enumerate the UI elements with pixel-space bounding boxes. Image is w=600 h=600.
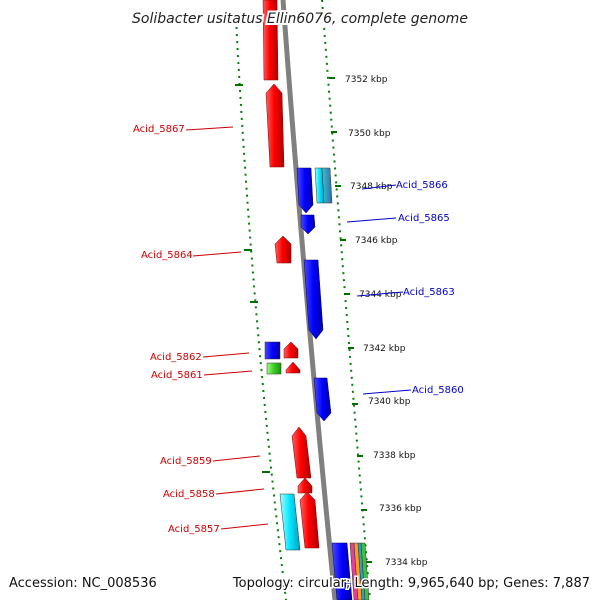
- reverse-label-connectors: [346, 184, 412, 395]
- gene-block-acid-5866[interactable]: [296, 167, 314, 214]
- gene-label-acid-5861[interactable]: Acid_5861: [151, 370, 203, 381]
- outer-other-genes: [314, 167, 370, 600]
- gene-label-acid-5866[interactable]: Acid_5866: [396, 180, 448, 191]
- forward-strand-genes: [262, 0, 320, 549]
- gene-block-acid-5863[interactable]: [303, 259, 324, 340]
- gene-label-acid-5859[interactable]: Acid_5859: [160, 456, 212, 467]
- kbp-label-7336: 7336 kbp: [379, 504, 422, 514]
- gene-block-blue-small[interactable]: [264, 341, 281, 360]
- gene-label-acid-5860[interactable]: Acid_5860: [412, 385, 464, 396]
- gene-block-acid-5864[interactable]: [274, 235, 292, 264]
- gene-label-acid-5867[interactable]: Acid_5867: [133, 124, 185, 135]
- kbp-label-7352: 7352 kbp: [345, 75, 388, 85]
- accession-text: Accession: NC_008536: [9, 576, 157, 591]
- gene-block-stripe-orange[interactable]: [353, 542, 363, 600]
- gene-block-stripe-magenta[interactable]: [349, 542, 359, 600]
- gene-label-acid-5858[interactable]: Acid_5858: [163, 489, 215, 500]
- kbp-label-7334: 7334 kbp: [385, 558, 428, 568]
- inner-other-genes: [264, 341, 301, 551]
- reverse-strand-genes: [296, 167, 353, 600]
- page-title: Solibacter usitatus Ellin6076, complete …: [132, 11, 468, 27]
- gene-block-acid-5857[interactable]: [299, 491, 320, 549]
- gene-block-acid-5867[interactable]: [265, 83, 285, 168]
- kbp-label-7350: 7350 kbp: [348, 129, 391, 139]
- outer-tick-marks: [327, 22, 372, 563]
- gene-block-stripe-teal[interactable]: [357, 542, 366, 600]
- reverse-gene-labels: Acid_5866 Acid_5865 Acid_5863 Acid_5860: [396, 180, 464, 396]
- gene-block-acid-5859[interactable]: [291, 426, 312, 479]
- gene-block-top-forward[interactable]: [262, 0, 279, 81]
- gene-block-acid-5862[interactable]: [283, 341, 299, 359]
- outer-dotted-ring: [321, 0, 371, 600]
- gene-block-bottom-reverse[interactable]: [331, 542, 353, 600]
- kbp-label-7348: 7348 kbp: [350, 182, 393, 192]
- kbp-label-7340: 7340 kbp: [368, 397, 411, 407]
- inner-tick-marks: [235, 84, 270, 473]
- inner-dotted-ring: [235, 19, 287, 600]
- kbp-label-7346: 7346 kbp: [355, 236, 398, 246]
- gene-label-acid-5865[interactable]: Acid_5865: [398, 213, 450, 224]
- gene-label-acid-5857[interactable]: Acid_5857: [168, 524, 220, 535]
- gene-block-acid-5861[interactable]: [285, 361, 301, 374]
- genome-summary-text: Topology: circular; Length: 9,965,640 bp…: [232, 576, 590, 591]
- kbp-label-7342: 7342 kbp: [363, 344, 406, 354]
- forward-label-connectors: [185, 126, 269, 530]
- gene-block-teal-7348[interactable]: [321, 167, 333, 204]
- gene-block-acid-5860[interactable]: [313, 377, 332, 422]
- kbp-label-7344: 7344 kbp: [359, 290, 402, 300]
- gene-label-acid-5862[interactable]: Acid_5862: [150, 352, 202, 363]
- gene-block-acid-5858[interactable]: [297, 477, 313, 494]
- gene-block-green-small[interactable]: [266, 362, 282, 375]
- gene-block-stripe-green[interactable]: [360, 542, 370, 600]
- gene-label-acid-5863[interactable]: Acid_5863: [403, 287, 455, 298]
- gene-block-cyan-large[interactable]: [279, 493, 301, 551]
- kbp-label-7338: 7338 kbp: [373, 451, 416, 461]
- gene-block-acid-5865[interactable]: [300, 214, 316, 235]
- gene-label-acid-5864[interactable]: Acid_5864: [141, 250, 193, 261]
- forward-gene-labels: Acid_5867 Acid_5864 Acid_5862 Acid_5861 …: [133, 124, 220, 535]
